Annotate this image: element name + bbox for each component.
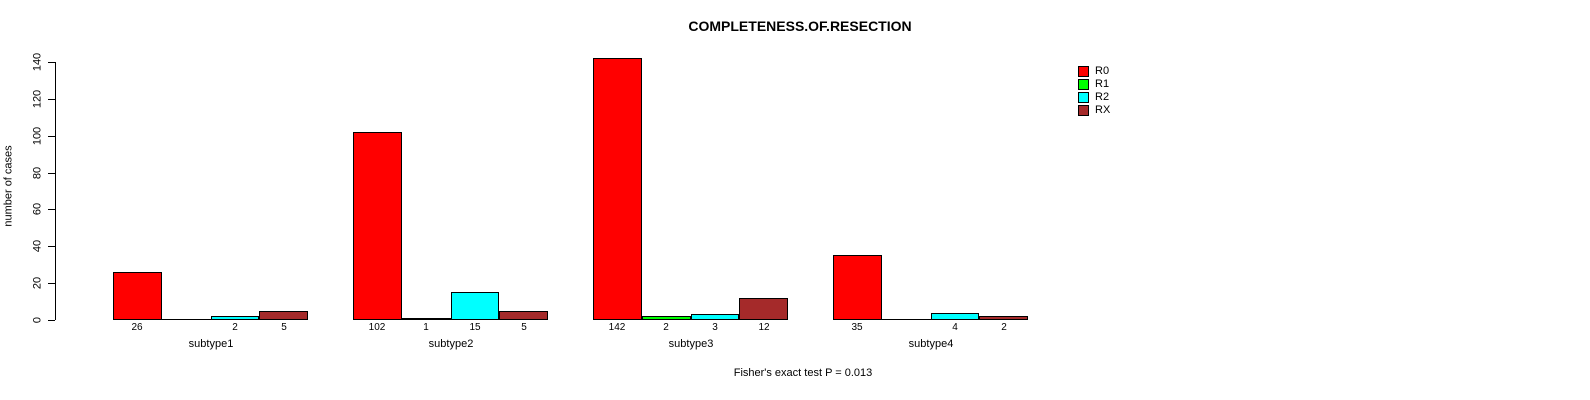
bar-value-label: 15 bbox=[469, 322, 481, 333]
y-tick-label: 60 bbox=[31, 202, 44, 216]
legend-item-r2: R2 bbox=[1078, 92, 1110, 103]
bar-r2-subtype3 bbox=[691, 314, 739, 320]
x-category-label-subtype3: subtype3 bbox=[668, 338, 714, 350]
bar-value-label: 2 bbox=[1001, 322, 1007, 333]
y-tick-label: 0 bbox=[31, 316, 44, 324]
y-tick-mark bbox=[48, 62, 55, 63]
legend-label: R2 bbox=[1095, 91, 1110, 103]
y-axis-line bbox=[55, 62, 56, 320]
r2-color-swatch bbox=[1078, 92, 1089, 103]
y-tick-mark bbox=[48, 99, 55, 100]
bar-value-label: 2 bbox=[663, 322, 669, 333]
bar-rx-subtype2 bbox=[499, 311, 548, 320]
bar-value-label: 12 bbox=[758, 322, 770, 333]
bar-value-label: 102 bbox=[368, 322, 386, 333]
bar-r0-subtype4 bbox=[833, 255, 882, 320]
legend-label: R1 bbox=[1095, 78, 1110, 90]
bar-r2-subtype4 bbox=[931, 313, 979, 320]
x-category-label-subtype1: subtype1 bbox=[188, 338, 234, 350]
x-category-label-subtype2: subtype2 bbox=[428, 338, 474, 350]
bar-value-label: 5 bbox=[521, 322, 527, 333]
x-category-label-subtype4: subtype4 bbox=[908, 338, 954, 350]
y-tick-label: 120 bbox=[31, 89, 44, 109]
rx-color-swatch bbox=[1078, 105, 1089, 116]
statistical-test-annotation: Fisher's exact test P = 0.013 bbox=[733, 367, 873, 379]
bar-r1-subtype3 bbox=[642, 316, 691, 320]
legend-item-r1: R1 bbox=[1078, 79, 1110, 90]
bar-r1-subtype2 bbox=[402, 318, 451, 320]
y-tick-label: 80 bbox=[31, 166, 44, 180]
bar-r1-subtype1-zero bbox=[162, 319, 211, 320]
bar-r0-subtype3 bbox=[593, 58, 642, 320]
legend-label: R0 bbox=[1095, 65, 1110, 77]
legend: R0 R1 R2 RX bbox=[1078, 66, 1110, 118]
chart-title: COMPLETENESS.OF.RESECTION bbox=[688, 18, 912, 34]
bar-r0-subtype1 bbox=[113, 272, 162, 320]
bar-r2-subtype2 bbox=[451, 292, 499, 320]
y-tick-label: 140 bbox=[31, 52, 44, 72]
bar-value-label: 5 bbox=[281, 322, 287, 333]
r0-color-swatch bbox=[1078, 66, 1089, 77]
y-tick-mark bbox=[48, 173, 55, 174]
bar-value-label: 2 bbox=[232, 322, 238, 333]
bar-rx-subtype3 bbox=[739, 298, 788, 320]
bar-r1-subtype4-zero bbox=[882, 319, 931, 320]
y-tick-mark bbox=[48, 283, 55, 284]
y-tick-mark bbox=[48, 246, 55, 247]
bar-value-label: 26 bbox=[131, 322, 143, 333]
bar-rx-subtype1 bbox=[259, 311, 308, 320]
bar-value-label: 3 bbox=[712, 322, 718, 333]
y-tick-mark bbox=[48, 320, 55, 321]
bar-value-label: 142 bbox=[608, 322, 626, 333]
bar-value-label: 1 bbox=[423, 322, 429, 333]
y-tick-label: 40 bbox=[31, 239, 44, 253]
bar-r0-subtype2 bbox=[353, 132, 402, 320]
y-tick-label: 20 bbox=[31, 276, 44, 290]
y-tick-mark bbox=[48, 136, 55, 137]
y-axis-title: number of cases bbox=[2, 145, 15, 227]
bar-rx-subtype4 bbox=[979, 316, 1028, 320]
bar-value-label: 4 bbox=[952, 322, 958, 333]
r1-color-swatch bbox=[1078, 79, 1089, 90]
bar-r2-subtype1 bbox=[211, 316, 259, 320]
legend-label: RX bbox=[1095, 104, 1111, 116]
legend-item-rx: RX bbox=[1078, 105, 1110, 116]
bar-value-label: 35 bbox=[851, 322, 863, 333]
legend-item-r0: R0 bbox=[1078, 66, 1110, 77]
y-tick-mark bbox=[48, 209, 55, 210]
y-tick-label: 100 bbox=[31, 126, 44, 146]
